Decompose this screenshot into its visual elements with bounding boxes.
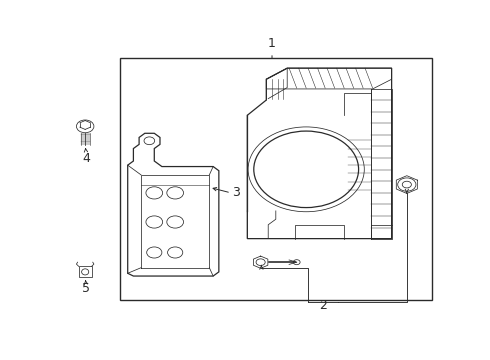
Bar [79,266,92,278]
Text: 5: 5 [82,282,90,295]
Text: 2: 2 [319,299,327,312]
Text: 1: 1 [268,37,276,50]
Text: 4: 4 [82,152,90,165]
Bar [120,58,432,300]
Text: 3: 3 [232,186,240,199]
